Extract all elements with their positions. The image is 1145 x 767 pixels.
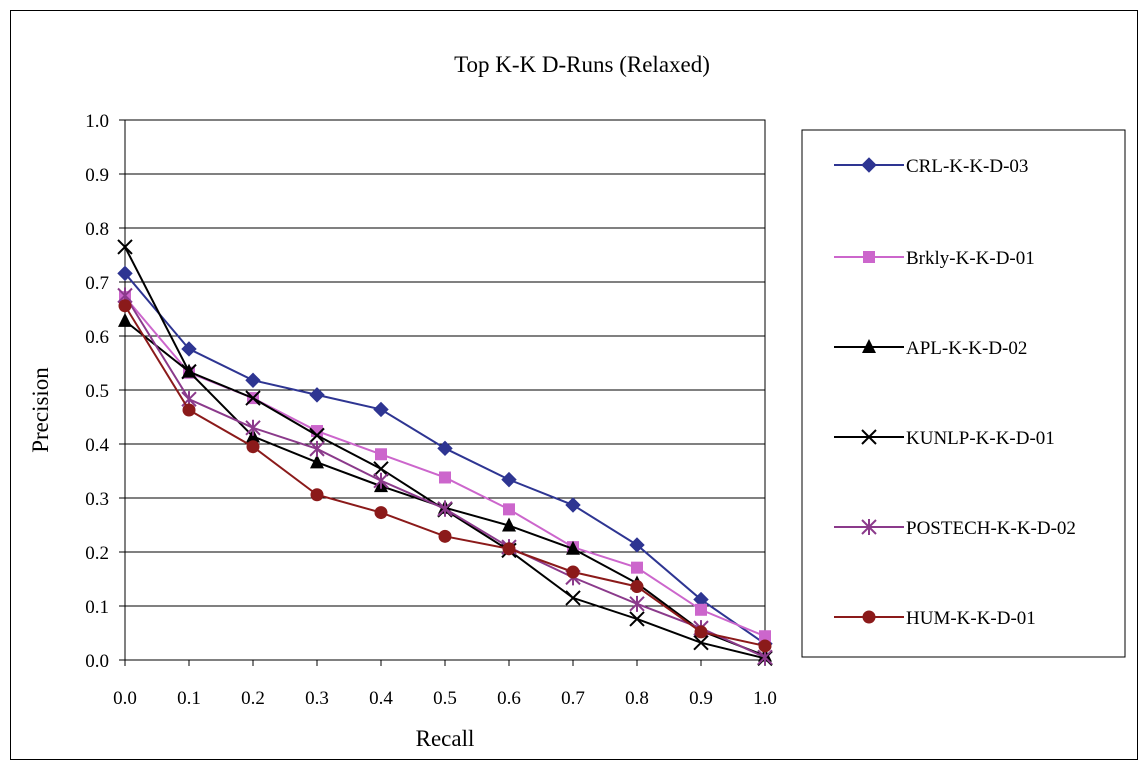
- series-layer: [117, 239, 773, 667]
- data-point: [181, 341, 197, 357]
- data-point: [373, 472, 389, 489]
- y-tick-label: 0.3: [85, 489, 109, 510]
- legend-marker: [861, 519, 877, 535]
- data-point: [629, 595, 645, 612]
- data-point: [375, 448, 387, 461]
- data-point: [501, 471, 517, 488]
- legend-item: CRL-K-K-D-03: [834, 156, 1028, 177]
- series-line: [124, 320, 766, 657]
- y-tick-label: 0.9: [85, 165, 109, 186]
- legend-marker: [863, 251, 875, 263]
- legend-item: HUM-K-K-D-01: [834, 608, 1036, 629]
- legend-item: KUNLP-K-K-D-01: [834, 428, 1055, 449]
- data-point: [566, 565, 580, 579]
- legend-marker: [861, 157, 877, 173]
- y-tick-label: 0.6: [85, 327, 109, 348]
- y-tick-label: 1.0: [85, 111, 109, 132]
- data-point: [245, 390, 261, 406]
- x-tick-label: 0.0: [113, 688, 137, 709]
- y-tick-label: 0.5: [85, 381, 109, 402]
- y-tick-label: 0.7: [85, 273, 109, 294]
- data-point: [437, 440, 453, 457]
- series-APL-K-K-D-02: [118, 312, 772, 662]
- legend-item: POSTECH-K-K-D-02: [834, 518, 1076, 539]
- data-point: [118, 312, 132, 327]
- legend-label: POSTECH-K-K-D-02: [906, 518, 1076, 539]
- data-point: [758, 639, 772, 653]
- y-tick-label: 0.2: [85, 543, 109, 564]
- y-tick-label: 0.4: [85, 435, 109, 456]
- y-tick-label: 0.1: [85, 597, 109, 618]
- chart-title: Top K-K D-Runs (Relaxed): [454, 52, 710, 77]
- legend-label: CRL-K-K-D-03: [906, 156, 1028, 177]
- x-tick-label: 0.1: [177, 688, 201, 709]
- series-line: [124, 296, 766, 638]
- data-point: [439, 471, 451, 484]
- y-axis-label: Precision: [28, 367, 53, 453]
- legend-label: Brkly-K-K-D-01: [906, 248, 1035, 269]
- data-point: [246, 440, 260, 454]
- data-point: [182, 403, 196, 417]
- axis-ticks: 0.0 0.1 0.2 0.3 0.4 0.5 0.6 0.7 0.8 0.9 1.0 0.0 0.1 0…: [85, 111, 777, 709]
- data-point: [565, 590, 581, 606]
- data-point: [693, 635, 709, 651]
- data-point: [118, 299, 132, 313]
- data-point: [631, 561, 643, 574]
- legend-item: Brkly-K-K-D-01: [834, 248, 1035, 269]
- series-Brkly-K-K-D-01: [119, 291, 771, 643]
- data-point: [629, 611, 645, 627]
- legend-marker: [861, 429, 877, 445]
- data-point: [759, 630, 771, 643]
- legend-marker: [862, 610, 876, 624]
- data-point: [245, 419, 261, 436]
- data-point: [245, 372, 261, 388]
- x-tick-label: 0.2: [241, 688, 265, 709]
- data-point: [502, 542, 516, 556]
- legend-marker: [862, 339, 876, 353]
- legend-box: [801, 129, 1126, 658]
- data-point: [117, 239, 133, 255]
- x-axis-label: Recall: [416, 726, 475, 751]
- data-point: [181, 363, 197, 380]
- legend: CRL-K-K-D-03 Brkly-K-K-D-01 APL-K-K-D-02 KU…: [834, 156, 1076, 629]
- legend-label: KUNLP-K-K-D-01: [906, 428, 1055, 449]
- x-tick-label: 0.4: [369, 688, 393, 709]
- data-point: [630, 580, 644, 594]
- data-point: [566, 540, 580, 555]
- data-point: [309, 440, 325, 457]
- data-point: [310, 488, 324, 502]
- data-point: [373, 461, 389, 477]
- y-tick-label: 0.0: [85, 651, 109, 672]
- data-point: [310, 454, 324, 469]
- data-point: [117, 265, 133, 282]
- x-tick-label: 0.9: [689, 688, 713, 709]
- x-tick-label: 0.5: [433, 688, 457, 709]
- data-point: [694, 625, 708, 639]
- y-tick-label: 0.8: [85, 219, 109, 240]
- legend-label: HUM-K-K-D-01: [906, 608, 1036, 629]
- legend-item: APL-K-K-D-02: [834, 338, 1027, 359]
- data-point: [438, 529, 452, 543]
- data-point: [309, 387, 325, 403]
- x-tick-label: 1.0: [753, 688, 777, 709]
- legend-label: APL-K-K-D-02: [906, 338, 1027, 359]
- data-point: [629, 537, 645, 553]
- data-point: [373, 401, 389, 418]
- data-point: [695, 603, 707, 616]
- series-HUM-K-K-D-01: [118, 299, 772, 653]
- x-tick-label: 0.3: [305, 688, 329, 709]
- x-tick-label: 0.7: [561, 688, 585, 709]
- data-point: [565, 497, 581, 513]
- data-point: [437, 500, 453, 517]
- data-point: [309, 427, 325, 444]
- x-tick-label: 0.6: [497, 688, 521, 709]
- data-point: [503, 503, 515, 516]
- data-point: [502, 517, 516, 532]
- data-point: [374, 506, 388, 520]
- x-tick-label: 0.8: [625, 688, 649, 709]
- gridlines: [125, 173, 765, 607]
